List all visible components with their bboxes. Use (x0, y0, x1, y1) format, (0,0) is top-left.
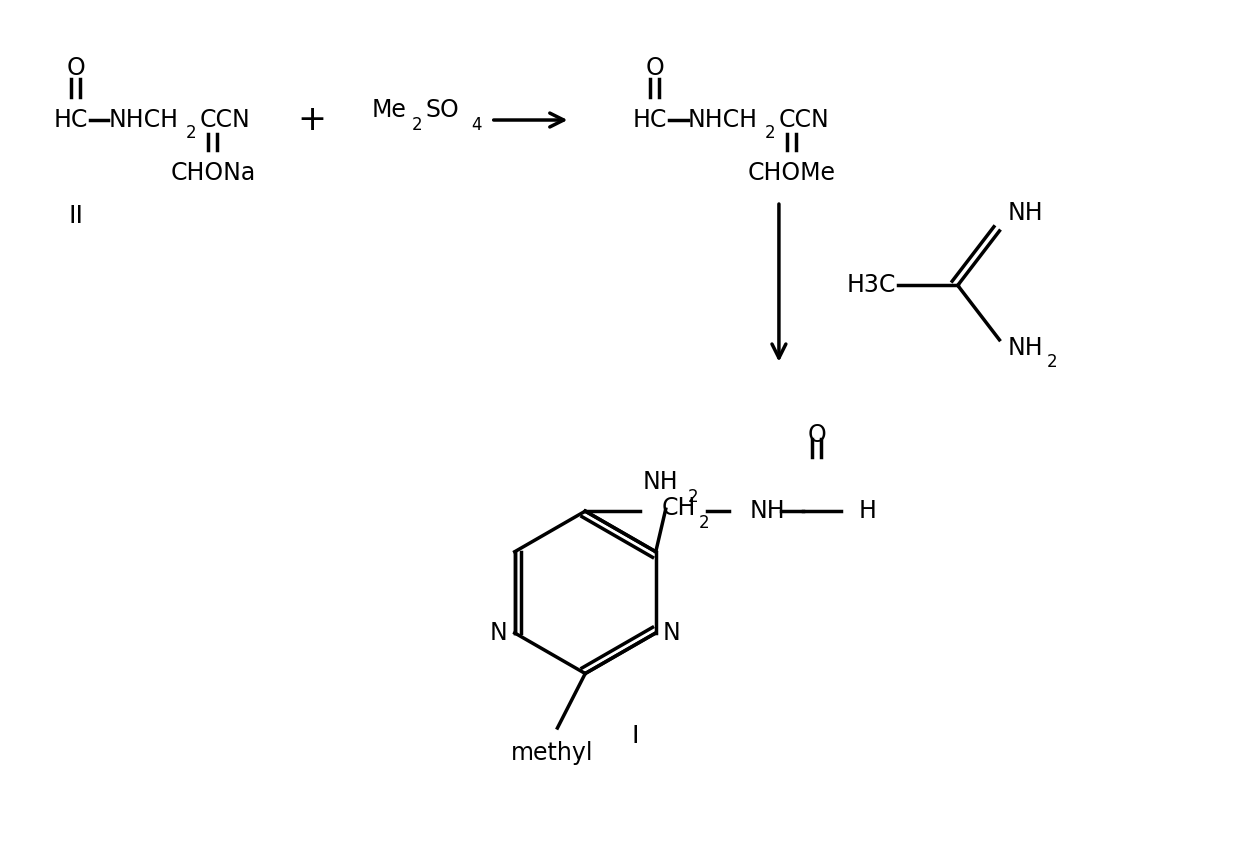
Text: H: H (858, 499, 877, 523)
Text: +: + (298, 103, 326, 137)
Text: 2: 2 (412, 116, 422, 134)
Text: O: O (66, 55, 86, 80)
Text: O: O (807, 423, 826, 447)
Text: H3C: H3C (847, 273, 897, 297)
Text: HC: HC (53, 108, 88, 132)
Text: NHCH: NHCH (108, 108, 179, 132)
Text: CCN: CCN (200, 108, 250, 132)
Text: NH: NH (1007, 335, 1043, 360)
Text: 2: 2 (1047, 352, 1058, 371)
Text: N: N (663, 621, 681, 645)
Text: 4: 4 (471, 116, 481, 134)
Text: 2: 2 (698, 514, 709, 532)
Text: SO: SO (425, 98, 459, 122)
Text: NH: NH (749, 499, 785, 523)
Text: Me: Me (372, 98, 407, 122)
Text: CCN: CCN (779, 108, 830, 132)
Text: 2: 2 (687, 488, 698, 506)
Text: CHOMe: CHOMe (748, 161, 836, 185)
Text: NH: NH (642, 470, 678, 494)
Text: CHONa: CHONa (170, 161, 255, 185)
Text: I: I (631, 724, 639, 748)
Text: CH: CH (662, 496, 696, 520)
Text: O: O (645, 55, 665, 80)
Text: II: II (68, 204, 83, 228)
Text: N: N (490, 621, 507, 645)
Text: 2: 2 (765, 124, 776, 142)
Text: methyl: methyl (511, 740, 594, 765)
Text: NH: NH (1007, 201, 1043, 225)
Text: 2: 2 (186, 124, 197, 142)
Text: HC: HC (632, 108, 667, 132)
Text: NHCH: NHCH (687, 108, 758, 132)
